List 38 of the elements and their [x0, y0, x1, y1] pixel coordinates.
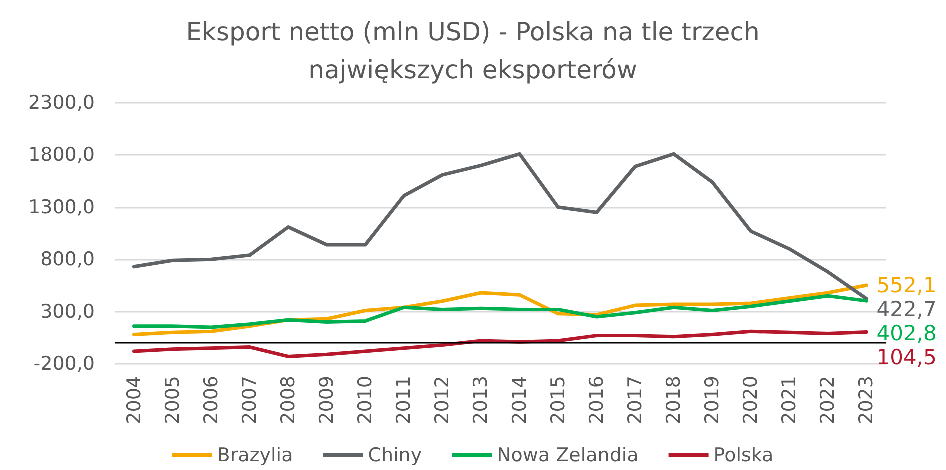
x-tick-label: 2006: [200, 376, 222, 424]
x-tick-label: 2016: [586, 376, 608, 424]
x-tick-label: 2018: [662, 376, 685, 424]
x-tick-label: 2021: [778, 376, 801, 424]
x-tick-label: 2019: [702, 376, 724, 424]
x-tick-label: 2022: [817, 376, 840, 424]
data-label: 402,8: [876, 321, 937, 346]
x-tick-label: 2013: [470, 376, 492, 424]
x-tick-label: 2004: [123, 376, 146, 424]
y-tick-label: 300,0: [40, 300, 95, 323]
chart-title: Eksport netto (mln USD) - Polska na tle trzech największych eksporterów: [186, 18, 760, 84]
y-tick-label: 800,0: [40, 248, 95, 271]
x-tick-label: 2009: [316, 376, 338, 424]
data-label: 104,5: [876, 345, 937, 370]
x-tick-label: 2008: [277, 376, 300, 424]
legend-label: Nowa Zelandia: [497, 444, 639, 466]
x-tick-label: 2005: [162, 376, 184, 424]
legend-label: Chiny: [368, 444, 422, 466]
x-tick-label: 2017: [624, 376, 646, 424]
y-tick-label: 1300,0: [28, 196, 95, 218]
data-label: 422,7: [876, 297, 937, 322]
x-tick-label: 2012: [432, 376, 454, 424]
x-tick-label: 2020: [740, 376, 762, 424]
x-tick-label: 2014: [508, 376, 531, 424]
x-tick-label: 2015: [547, 376, 570, 424]
x-tick-label: 2007: [238, 376, 261, 424]
x-tick-label: 2011: [393, 376, 416, 424]
data-label: 552,1: [876, 273, 937, 298]
line-series: [132, 330, 868, 358]
y-tick-label: 1800,0: [28, 144, 95, 166]
legend-label: Brazylia: [217, 444, 294, 466]
line-series: [132, 294, 868, 330]
x-tick-label: 2010: [354, 376, 377, 424]
y-tick-label: -200,0: [34, 353, 95, 375]
legend-label: Polska: [714, 444, 774, 466]
y-tick-label: 2300,0: [28, 92, 95, 114]
line-series: [132, 152, 868, 301]
x-tick-label: 2023: [856, 376, 878, 424]
